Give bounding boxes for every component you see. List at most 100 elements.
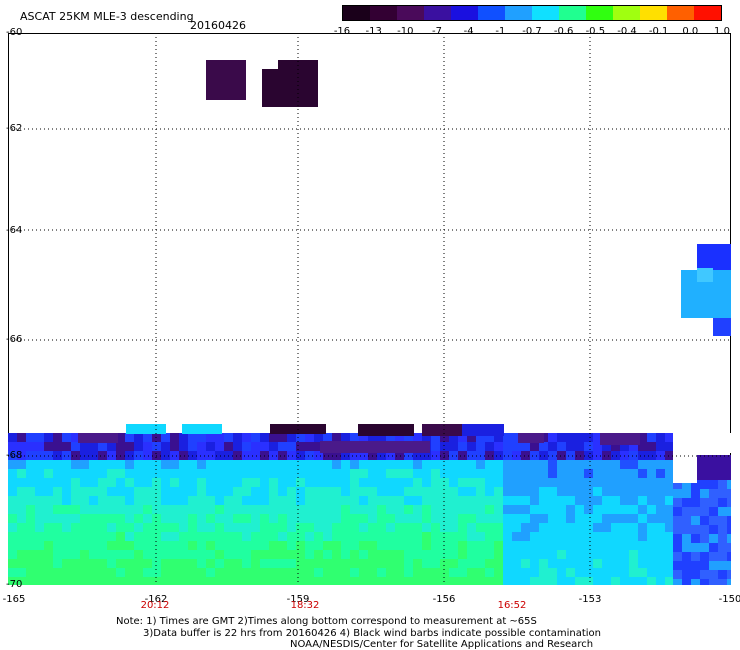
wind-cell [98,505,107,514]
wind-cell [494,487,503,496]
wind-cell [224,514,233,523]
wind-cell [296,550,305,559]
wind-cell [17,460,26,469]
colorbar-tick-label: -16 [333,26,351,37]
wind-cell [350,433,359,442]
wind-cell [224,469,233,478]
wind-cell [53,532,62,541]
wind-cell [98,487,107,496]
wind-cell [700,543,709,552]
wind-cell [71,550,80,559]
wind-cell [503,433,512,442]
wind-cell [89,460,98,469]
wind-cell [575,568,584,577]
wind-cell [656,541,665,550]
wind-cell [593,550,602,559]
wind-cell [611,577,620,585]
wind-cell [44,469,53,478]
wind-cell [17,568,26,577]
wind-cell [467,433,476,442]
wind-cell [512,496,521,505]
wind-cell [161,433,170,442]
wind-cell [26,469,35,478]
wind-cell [53,433,62,442]
wind-cell [269,559,278,568]
wind-cell [584,460,593,469]
wind-cell [188,541,197,550]
wind-cell [665,478,673,487]
wind-cell [224,541,233,550]
wind-cell [251,514,260,523]
wind-cell [143,433,152,442]
wind-cell [539,577,548,585]
wind-cell [575,532,584,541]
wind-cell [98,523,107,532]
wind-cell [35,460,44,469]
wind-cell [152,487,161,496]
wind-cell [494,442,503,451]
wind-cell [89,550,98,559]
wind-cell [377,532,386,541]
wind-cell [242,433,251,442]
wind-cell [512,487,521,496]
wind-cell [404,532,413,541]
wind-cell [197,523,206,532]
wind-cell [161,577,170,585]
wind-cell [242,532,251,541]
wind-cell [8,487,17,496]
wind-cell [593,460,602,469]
wind-cell [575,469,584,478]
wind-cell [161,532,170,541]
wind-cell [638,460,647,469]
wind-cell [638,577,647,585]
wind-cell [431,433,440,442]
wind-cell [125,496,134,505]
wind-cell [296,568,305,577]
wind-cell [125,451,134,460]
wind-cell [709,489,718,498]
colorbar [342,5,722,21]
wind-cell [512,541,521,550]
wind-cell [179,523,188,532]
wind-cell [395,496,404,505]
wind-cell [359,496,368,505]
wind-cell [449,496,458,505]
wind-cell [557,496,566,505]
wind-cell [89,469,98,478]
wind-cell [314,550,323,559]
wind-cell [80,559,89,568]
wind-cell [116,505,125,514]
wind-cell [494,496,503,505]
wind-cell [718,579,727,585]
wind-cell [215,523,224,532]
wind-cell [224,550,233,559]
wind-cell [260,514,269,523]
wind-cell [673,561,682,570]
wind-cell [404,487,413,496]
wind-cell [476,478,485,487]
wind-cell [314,460,323,469]
wind-cell [656,478,665,487]
wind-cell [53,505,62,514]
wind-cell [718,561,727,570]
wind-cell [727,498,731,507]
wind-cell [422,550,431,559]
wind-cell [107,487,116,496]
wind-cell [89,478,98,487]
wind-cell [323,568,332,577]
wind-cell [179,505,188,514]
wind-cell [116,478,125,487]
wind-cell [71,523,80,532]
wind-cell [691,552,700,561]
wind-cell [512,568,521,577]
wind-cell [718,525,727,534]
wind-cell [709,498,718,507]
colorbar-swatch [343,6,370,20]
wind-cell [8,577,17,585]
wind-cell [161,469,170,478]
wind-cell [134,433,143,442]
wind-cell [665,523,673,532]
wind-cell [602,532,611,541]
wind-cell [548,568,557,577]
wind-cell [593,532,602,541]
